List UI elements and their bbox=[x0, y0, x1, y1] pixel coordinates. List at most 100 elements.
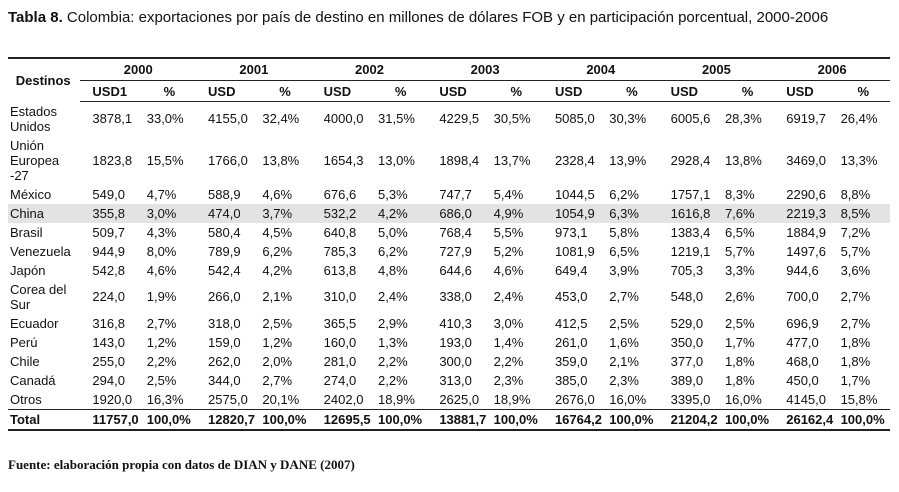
cell: 2290,6 bbox=[786, 186, 826, 202]
cell: 548,0 bbox=[670, 289, 704, 304]
cell: 2402,0 bbox=[323, 391, 364, 407]
table-row: Brasil 509,7 4,3% 580,4 4,5% 640,8 5,0% 768,4 5,… bbox=[8, 223, 890, 242]
unit-header: % bbox=[605, 80, 659, 102]
cell: 18,9% bbox=[378, 391, 415, 407]
unit-header: USD1 bbox=[80, 80, 143, 102]
cell: 2,3% bbox=[493, 372, 524, 388]
cell: 2,9% bbox=[378, 315, 408, 331]
cell: 365,5 bbox=[323, 315, 357, 331]
cell: 1383,4 bbox=[670, 224, 711, 240]
row-label: Corea del Sur bbox=[10, 281, 67, 312]
header-row: Destinos 2000 2001 2002 2003 2004 2005 2006 bbox=[8, 57, 890, 102]
unit-header: % bbox=[258, 80, 312, 102]
cell: 32,4% bbox=[262, 111, 300, 127]
cell: 4,6% bbox=[493, 262, 524, 278]
cell: 4,8% bbox=[378, 262, 408, 278]
cell: 410,3 bbox=[439, 315, 472, 331]
cell: 3,9% bbox=[609, 262, 639, 278]
cell: 3,0% bbox=[142, 203, 197, 223]
cell: 4155,0 bbox=[208, 111, 248, 127]
cell: 2,5% bbox=[609, 315, 639, 331]
cell: 3395,0 bbox=[670, 391, 711, 407]
cell: 5,2% bbox=[493, 243, 524, 259]
unit-header: % bbox=[836, 80, 890, 102]
cell: 5,7% bbox=[840, 243, 871, 259]
cell: 5,3% bbox=[378, 186, 408, 202]
cell: 193,0 bbox=[439, 334, 472, 350]
table-row: Estados Unidos 3878,1 33,0% 4155,0 32,4% 4000… bbox=[8, 102, 890, 136]
cell: 1616,8 bbox=[658, 203, 721, 223]
cell: 100,0% bbox=[720, 408, 775, 431]
table-row: Chile 255,0 2,2% 262,0 2,0% 281,0 2,2% 300,0 2,2… bbox=[8, 352, 890, 371]
cell: 5085,0 bbox=[554, 111, 595, 127]
cell: 355,8 bbox=[80, 203, 143, 223]
cell: 16,3% bbox=[146, 391, 184, 407]
table-row: Otros 1920,0 16,3% 2575,0 20,1% 2402,0 18,9% 26… bbox=[8, 390, 890, 410]
year-header: 2004 bbox=[542, 57, 659, 81]
cell: 588,9 bbox=[208, 186, 241, 202]
cell: 580,4 bbox=[208, 224, 241, 240]
cell: 2,7% bbox=[146, 315, 177, 331]
cell: 3469,0 bbox=[786, 152, 826, 168]
cell: 30,3% bbox=[609, 111, 647, 127]
cell: 2,7% bbox=[262, 372, 293, 388]
cell: 18,9% bbox=[493, 391, 531, 407]
title-text: Colombia: exportaciones por país de dest… bbox=[66, 9, 829, 26]
cell: 266,0 bbox=[208, 289, 241, 304]
cell: 1,2% bbox=[146, 334, 177, 350]
cell: 385,0 bbox=[554, 372, 588, 388]
cell: 310,0 bbox=[323, 289, 357, 304]
cell: 100,0% bbox=[142, 408, 197, 431]
cell: 4,9% bbox=[489, 203, 543, 223]
table-row: Total 11757,0 100,0% 12820,7 100,0% 12695,5 10… bbox=[8, 408, 890, 431]
row-label: Ecuador bbox=[10, 315, 59, 331]
cell: 3,0% bbox=[493, 315, 524, 331]
cell: 100,0% bbox=[374, 408, 428, 431]
cell: 1,8% bbox=[724, 372, 755, 388]
cell: 640,8 bbox=[323, 224, 357, 240]
cell: 6,5% bbox=[724, 224, 755, 240]
cell: 1,6% bbox=[609, 334, 639, 350]
cell: 100,0% bbox=[836, 408, 890, 431]
cell: 11757,0 bbox=[80, 408, 143, 431]
cell: 532,2 bbox=[311, 203, 375, 223]
table-row: Ecuador 316,8 2,7% 318,0 2,5% 365,5 2,9% 410,3 3… bbox=[8, 314, 890, 333]
cell: 2,3% bbox=[609, 372, 639, 388]
cell: 613,8 bbox=[323, 262, 357, 278]
unit-header: % bbox=[374, 80, 428, 102]
cell: 13,8% bbox=[262, 152, 300, 168]
cell: 1823,8 bbox=[92, 152, 133, 168]
cell: 300,0 bbox=[439, 353, 472, 369]
cell: 13,0% bbox=[378, 152, 415, 168]
table-head: Destinos 2000 2001 2002 2003 2004 2005 2006 US… bbox=[8, 57, 890, 102]
cell: 261,0 bbox=[554, 334, 588, 350]
cell: 1757,1 bbox=[670, 186, 711, 202]
cell: 100,0% bbox=[489, 408, 543, 431]
cell: 747,7 bbox=[439, 186, 472, 202]
cell: 474,0 bbox=[196, 203, 259, 223]
cell: 412,5 bbox=[554, 315, 588, 331]
cell: 13,7% bbox=[493, 152, 531, 168]
column-header: Destinos bbox=[8, 57, 81, 102]
cell: 1497,6 bbox=[786, 243, 826, 259]
title-label: Tabla 8. bbox=[8, 9, 63, 26]
table-row: Corea del Sur 224,0 1,9% 266,0 2,1% 310,0 2,4%… bbox=[8, 280, 890, 314]
cell: 2,5% bbox=[724, 315, 755, 331]
cell: 255,0 bbox=[92, 353, 125, 369]
row-label: Chile bbox=[10, 353, 40, 369]
year-header: 2002 bbox=[311, 57, 428, 81]
cell: 1,4% bbox=[493, 334, 524, 350]
cell: 15,5% bbox=[146, 152, 184, 168]
cell: 1,8% bbox=[840, 353, 871, 369]
cell: 2219,3 bbox=[774, 203, 837, 223]
cell: 2,5% bbox=[146, 372, 177, 388]
cell: 16,0% bbox=[609, 391, 647, 407]
cell: 1044,5 bbox=[554, 186, 595, 202]
cell: 2,7% bbox=[609, 289, 639, 304]
cell: 3,3% bbox=[724, 262, 755, 278]
cell: 5,8% bbox=[609, 224, 639, 240]
cell: 5,5% bbox=[493, 224, 524, 240]
table-row: Unión Europea -27 1823,8 15,5% 1766,0 13,8% 1… bbox=[8, 136, 890, 185]
cell: 338,0 bbox=[439, 289, 472, 304]
